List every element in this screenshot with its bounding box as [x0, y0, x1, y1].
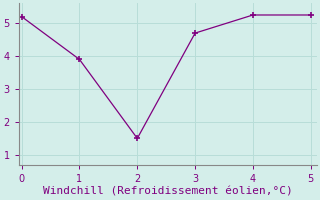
- X-axis label: Windchill (Refroidissement éolien,°C): Windchill (Refroidissement éolien,°C): [43, 187, 292, 197]
